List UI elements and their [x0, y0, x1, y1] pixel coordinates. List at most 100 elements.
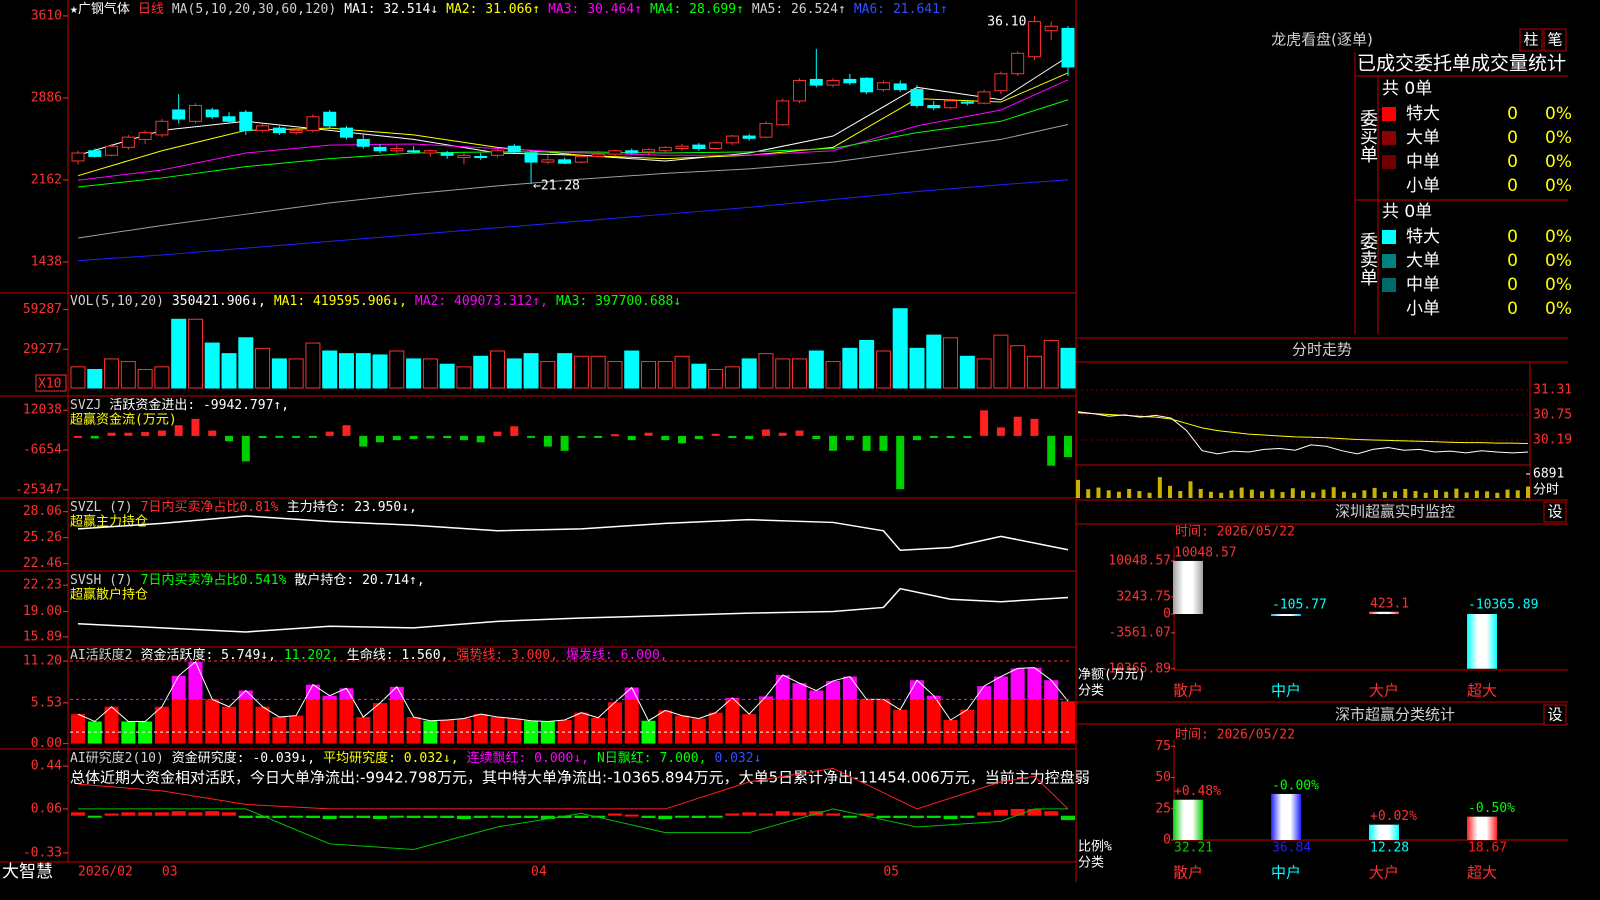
volume-bar [708, 368, 724, 389]
change-label: -0.00% [1272, 778, 1319, 793]
flow-bar [912, 435, 921, 441]
flow-bar [980, 410, 989, 436]
activity-bar-base [272, 717, 287, 744]
intraday-volume-bar [1137, 491, 1142, 498]
candle-body [876, 82, 890, 91]
research-bar [775, 811, 790, 816]
row-name: 大单 [1406, 251, 1440, 271]
y-tick-label: -0.33 [23, 845, 62, 860]
research-bar [708, 815, 723, 818]
flow-bar [157, 430, 166, 436]
candle-body [88, 150, 102, 157]
header-item: 11.202, [284, 648, 339, 663]
activity-bar-burst [809, 690, 824, 700]
activity-bar [473, 714, 488, 744]
intraday-volume-bar [1270, 489, 1275, 498]
button[interactable] [1543, 704, 1567, 726]
activity-bar-low [138, 721, 153, 744]
header-item: SVZL (7) [70, 500, 133, 515]
research-bar [624, 814, 639, 817]
header-item: 350421.906↓, [172, 294, 266, 309]
y-tick-label: 2886 [31, 90, 62, 105]
header: ★广钢气体 日线 MA(5,10,20,30,60,120) MA1: 32.514↓… [70, 1, 948, 17]
activity-bar [893, 709, 908, 744]
activity-bar-burst [826, 680, 841, 700]
header-item: VOL(5,10,20) [70, 294, 164, 309]
activity-bar-base [859, 699, 874, 744]
activity-bar [289, 715, 304, 744]
intraday-volume-bar [1321, 489, 1326, 498]
button[interactable] [1543, 28, 1567, 52]
candle-body [205, 109, 219, 118]
volume-bar [540, 361, 556, 389]
row-pct: 0% [1545, 299, 1572, 319]
activity-bar [171, 675, 186, 744]
category-label: 超大 [1467, 682, 1497, 700]
activity-bar [792, 683, 807, 744]
value-label: 12.28 [1370, 841, 1409, 856]
candle-body [826, 80, 840, 86]
volume-bar [741, 358, 757, 389]
row-pct: 0% [1545, 152, 1572, 172]
header-item: MA6: 21.641↑ [854, 2, 948, 17]
research-bar [993, 810, 1008, 816]
button-label[interactable]: 设 [1547, 706, 1562, 724]
header-item: 散户持仓: 20.714↑, [294, 572, 424, 588]
activity-bar-burst [775, 675, 790, 700]
price-line [1077, 411, 1529, 455]
y-tick-label: 5.53 [31, 695, 62, 710]
button[interactable] [1519, 28, 1543, 52]
flow-bar [392, 435, 401, 441]
activity-bar-base [1044, 699, 1059, 744]
button-label[interactable]: 设 [1547, 503, 1562, 521]
value-label: -10365.89 [1468, 598, 1538, 613]
y-tick-label: 0.06 [31, 801, 62, 816]
y-tick-label: 1438 [31, 254, 62, 269]
candle-body [188, 104, 202, 122]
research-bar [171, 811, 186, 816]
activity-bar [909, 680, 924, 744]
activity-bar-burst [389, 686, 404, 700]
intraday-volume-bar [1515, 490, 1520, 498]
tab: 分时 [1533, 483, 1559, 498]
volume-bar [657, 361, 673, 389]
activity-bar [406, 717, 421, 744]
candle-body [440, 152, 454, 156]
y-tick-label: 29277 [23, 342, 62, 357]
activity-bar-base [205, 699, 220, 744]
value-label: 32.21 [1174, 841, 1213, 856]
button-label[interactable]: 柱 [1523, 31, 1538, 49]
activity-bar [725, 697, 740, 744]
candle-body [960, 101, 974, 104]
button-label[interactable]: 笔 [1547, 31, 1562, 49]
candle-body [793, 80, 807, 102]
research-bar [842, 815, 857, 818]
research-bar [1027, 808, 1042, 816]
activity-bar-burst [238, 690, 253, 700]
y-tick-label: -3561.07 [1108, 625, 1171, 640]
research-bar [138, 812, 153, 816]
volume-bar [859, 339, 875, 389]
volume-bar [288, 358, 304, 389]
candle-body [423, 150, 437, 154]
flow-bar [225, 435, 234, 442]
intraday-volume-bar [1474, 490, 1479, 498]
activity-bar-burst [842, 676, 857, 700]
activity-bar-base [255, 706, 270, 744]
ma-line [77, 99, 1069, 188]
button[interactable] [1543, 501, 1567, 523]
research-bar [104, 813, 119, 816]
volume-bar [322, 350, 338, 389]
candle-body [574, 155, 588, 163]
intraday-volume-bar [1444, 491, 1449, 498]
activity-bar [507, 718, 522, 744]
flow-bar [661, 435, 670, 441]
intraday-volume-bar [1372, 487, 1377, 498]
activity-bar-base [1010, 699, 1025, 744]
activity-bar [842, 676, 857, 744]
research-bar [943, 815, 958, 820]
activity-bar [373, 703, 388, 744]
research-bar [893, 815, 908, 818]
flow-bar [241, 435, 250, 462]
